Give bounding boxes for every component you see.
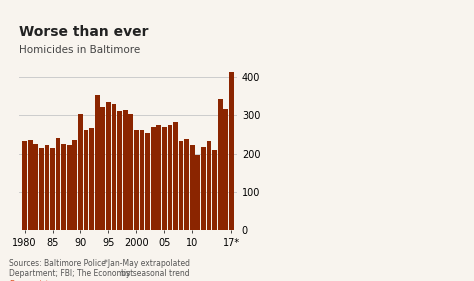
Bar <box>162 127 167 230</box>
Bar <box>173 122 178 230</box>
Bar <box>100 107 105 230</box>
Bar <box>33 144 38 230</box>
Bar <box>123 110 128 230</box>
Bar <box>151 127 155 230</box>
Bar <box>212 149 217 230</box>
Bar <box>195 155 200 230</box>
Text: Homicides in Baltimore: Homicides in Baltimore <box>19 45 140 55</box>
Bar <box>139 130 144 230</box>
Text: *Jan-May extrapolated
by seasonal trend: *Jan-May extrapolated by seasonal trend <box>104 259 190 278</box>
Bar <box>156 125 161 230</box>
Text: Worse than ever: Worse than ever <box>19 25 148 39</box>
Bar <box>111 104 117 230</box>
Text: Economist.com: Economist.com <box>9 280 68 281</box>
Bar <box>184 139 189 230</box>
Bar <box>73 140 77 230</box>
Bar <box>28 140 33 230</box>
Bar <box>50 148 55 230</box>
Bar <box>78 114 83 230</box>
Bar <box>128 114 133 230</box>
Bar <box>218 99 223 230</box>
Bar <box>106 102 111 230</box>
Bar <box>167 125 172 230</box>
Bar <box>229 72 234 230</box>
Bar <box>190 145 195 230</box>
Bar <box>61 144 66 230</box>
Bar <box>89 128 94 230</box>
Text: Sources: Baltimore Police
Department; FBI; The Economist: Sources: Baltimore Police Department; FB… <box>9 259 134 278</box>
Bar <box>22 141 27 230</box>
Bar <box>84 130 89 230</box>
Bar <box>223 108 228 230</box>
Bar <box>179 141 183 230</box>
Bar <box>134 130 139 230</box>
Bar <box>56 139 61 230</box>
Bar <box>201 146 206 230</box>
Bar <box>117 111 122 230</box>
Bar <box>145 133 150 230</box>
Bar <box>39 148 44 230</box>
Bar <box>95 95 100 230</box>
Bar <box>67 145 72 230</box>
Bar <box>207 141 211 230</box>
Bar <box>45 145 49 230</box>
